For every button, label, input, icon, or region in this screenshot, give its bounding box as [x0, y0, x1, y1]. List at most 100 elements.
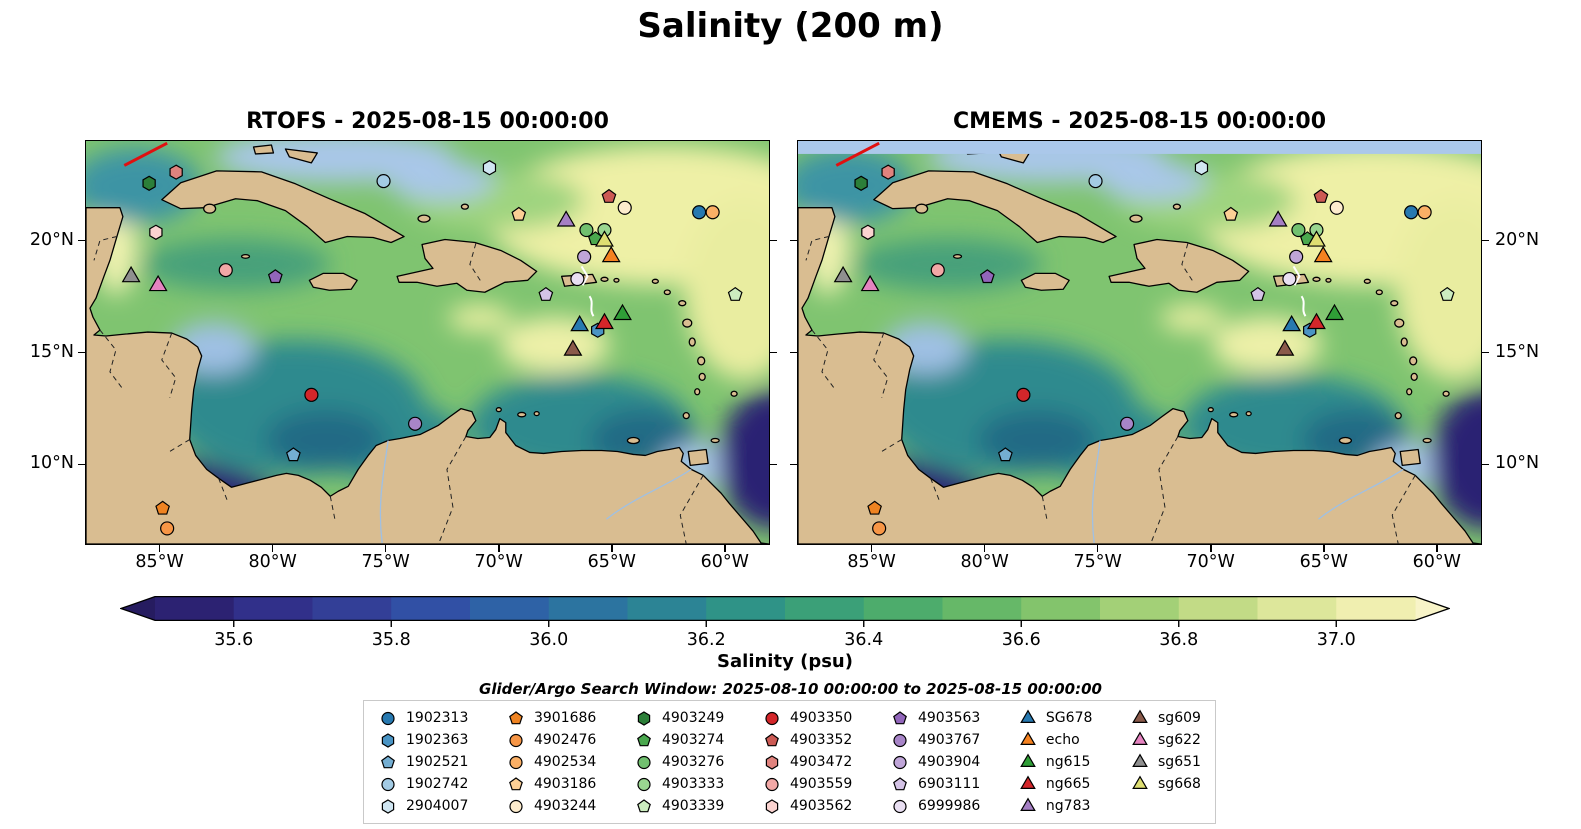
map-panel-rtofs: [85, 140, 770, 545]
legend-marker-1902742: [381, 777, 395, 792]
legend-marker-4903276: [637, 755, 651, 770]
lat-tick: [78, 463, 85, 466]
legend-item-3901686: 3901686: [506, 708, 596, 728]
map-marker-sg622: [148, 274, 168, 292]
legend-marker-4902476: [509, 733, 523, 748]
legend-marker-4903274: [637, 733, 651, 747]
map-marker-1902742: [1088, 174, 1103, 189]
search-window-caption: Glider/Argo Search Window: 2025-08-10 00…: [479, 680, 1102, 698]
pentagon-marker-icon: [509, 777, 523, 791]
hexagon-marker-icon: [765, 799, 779, 814]
legend-marker-sg609: [1132, 709, 1148, 723]
circle-marker-icon: [381, 777, 395, 792]
legend-column-4: 4903350 4903352 4903472 4903559 4903562: [762, 708, 852, 816]
legend-label: ng665: [1045, 776, 1091, 792]
lat-tick: [1482, 351, 1489, 354]
colorbar-segment: [1257, 596, 1337, 621]
legend-item-4903186: 4903186: [506, 774, 596, 794]
lon-tick: [384, 545, 387, 552]
map-marker-sg651: [833, 265, 853, 283]
lon-tick: [497, 545, 500, 552]
map-marker-4903186: [511, 206, 527, 221]
map-marker-4903249: [854, 175, 868, 191]
lat-tick: [1482, 239, 1489, 242]
legend-column-6: SG678 echo ng615 ng665 ng783: [1018, 708, 1092, 816]
legend-item-4903563: 4903563: [890, 708, 980, 728]
legend-label: 3901686: [533, 710, 597, 726]
legend-label: 4903352: [789, 732, 853, 748]
legend-label: 4903562: [789, 798, 853, 814]
map-marker-1902313: [692, 205, 707, 220]
map-marker-4903276: [1291, 222, 1306, 238]
legend-label: 4903472: [789, 754, 853, 770]
panel-title-rtofs: RTOFS - 2025-08-15 00:00:00: [246, 109, 609, 134]
legend-item-4903562: 4903562: [762, 796, 852, 816]
colorbar-segment: [233, 596, 314, 621]
colorbar-segment: [312, 596, 392, 621]
map-marker-4903562: [861, 224, 875, 241]
legend-item-SG678: SG678: [1018, 708, 1092, 728]
lon-tick: [271, 545, 274, 552]
lat-tick: [790, 463, 797, 466]
legend-label: sg668: [1158, 776, 1201, 792]
circle-marker-icon: [765, 777, 779, 792]
map-marker-sg609: [1275, 339, 1295, 356]
map-marker-4903276: [579, 222, 594, 238]
colorbar-segment: [548, 596, 629, 621]
legend-item-6903111: 6903111: [890, 774, 980, 794]
map-marker-sg609: [563, 339, 583, 356]
pentagon-marker-icon: [765, 733, 779, 747]
map-marker-4903472: [881, 164, 895, 180]
lon-tick-label: 80°W: [248, 552, 297, 572]
legend-item-echo: echo: [1018, 730, 1092, 750]
map-marker-2904007: [482, 160, 497, 176]
map-marker-ng783: [556, 210, 576, 227]
circle-marker-icon: [893, 799, 907, 814]
lat-tick-label: 15°N: [1495, 341, 1540, 362]
map-marker-echo: [601, 245, 621, 263]
circle-marker-icon: [637, 755, 651, 770]
legend-marker-4903244: [509, 799, 523, 814]
legend-marker-sg622: [1132, 731, 1148, 745]
map-marker-6903111: [1250, 286, 1266, 301]
map-marker-1902521: [286, 447, 301, 462]
lon-tick: [983, 545, 986, 552]
map-marker-SG678: [1282, 314, 1302, 332]
legend-column-3: 4903249 4903274 4903276 4903333 4903339: [634, 708, 724, 816]
map-marker-SG678: [570, 314, 590, 332]
map-marker-4902476: [872, 521, 887, 536]
legend-item-4903274: 4903274: [634, 730, 724, 750]
colorbar-segment: [785, 596, 865, 621]
legend-label: 6903111: [917, 776, 981, 792]
lon-tick: [610, 545, 613, 552]
colorbar-over-arrow: [1415, 596, 1449, 621]
legend-label: sg609: [1158, 710, 1201, 726]
legend-item-sg651: sg651: [1130, 752, 1201, 772]
colorbar-segment: [1178, 596, 1259, 621]
map-marker-1902521: [998, 447, 1013, 462]
map-marker-6999986: [1282, 271, 1297, 287]
lat-tick: [78, 239, 85, 242]
legend-item-6999986: 6999986: [890, 796, 980, 816]
legend-marker-6999986: [893, 799, 907, 814]
legend-label: 1902742: [406, 776, 469, 792]
legend-item-ng783: ng783: [1018, 796, 1092, 816]
legend-label: 4903274: [661, 732, 725, 748]
hexagon-marker-icon: [637, 711, 651, 726]
colorbar-segment: [1100, 596, 1180, 621]
colorbar-tick-label: 35.6: [214, 630, 254, 650]
pentagon-marker-icon: [509, 711, 523, 725]
triangle-marker-icon: [1132, 731, 1148, 745]
map-marker-3901686: [867, 500, 882, 515]
map-marker-4903562: [149, 224, 163, 241]
lon-tick-label: 85°W: [135, 552, 184, 572]
colorbar-segment: [1336, 596, 1416, 621]
legend-label: sg622: [1158, 732, 1201, 748]
legend-marker-3901686: [509, 711, 523, 725]
hexagon-marker-icon: [381, 799, 395, 814]
lon-tick: [158, 545, 161, 552]
colorbar-segment: [470, 596, 550, 621]
map-marker-4903186: [1223, 206, 1239, 221]
triangle-marker-icon: [1020, 797, 1036, 811]
colorbar-tick-label: 37.0: [1316, 630, 1356, 650]
